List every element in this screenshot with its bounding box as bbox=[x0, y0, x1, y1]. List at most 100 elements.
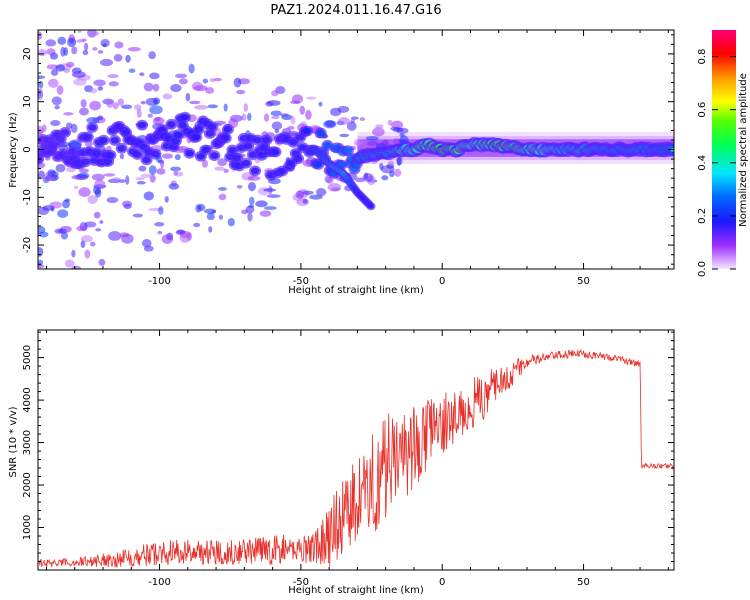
spectral-ridge-blob bbox=[223, 125, 233, 133]
spectral-noise-blob bbox=[218, 193, 227, 201]
spectral-noise-blob bbox=[128, 68, 136, 73]
spectral-noise-blob bbox=[208, 226, 213, 233]
spectral-noise-blob bbox=[305, 96, 317, 100]
spectral-noise-blob bbox=[78, 187, 91, 198]
spectral-noise-blob bbox=[193, 222, 201, 228]
snr-x-tick-label: 50 bbox=[577, 577, 590, 588]
spectral-noise-blob bbox=[80, 99, 87, 108]
spectral-noise-blob bbox=[38, 80, 44, 89]
spectrogram-x-tick-label: 50 bbox=[577, 276, 590, 287]
spectral-noise-blob bbox=[80, 235, 93, 243]
spectral-ridge-blob bbox=[241, 159, 251, 167]
spectral-noise-blob bbox=[271, 115, 280, 120]
spectral-noise-blob bbox=[138, 165, 147, 172]
spectral-noise-blob bbox=[201, 159, 208, 168]
spectral-noise-blob bbox=[140, 100, 146, 105]
spectral-noise-blob bbox=[76, 225, 88, 232]
spectral-ridge-blob bbox=[92, 150, 101, 157]
spectral-noise-blob bbox=[34, 274, 44, 283]
spectral-noise-blob bbox=[59, 225, 72, 233]
spectral-noise-blob bbox=[97, 86, 104, 91]
spectral-noise-blob bbox=[135, 177, 145, 181]
spectral-noise-blob bbox=[64, 259, 75, 268]
spectral-noise-blob bbox=[197, 203, 206, 212]
spectral-noise-blob bbox=[117, 98, 124, 106]
spectral-noise-blob bbox=[259, 210, 272, 217]
spectral-noise-blob bbox=[38, 91, 43, 101]
spectral-noise-blob bbox=[158, 206, 164, 215]
colorbar-tick-label: 0.2 bbox=[697, 208, 708, 224]
spectral-noise-blob bbox=[54, 105, 60, 110]
spectral-noise-blob bbox=[71, 265, 82, 269]
spectral-noise-blob bbox=[205, 87, 215, 94]
spectral-noise-blob bbox=[60, 46, 66, 57]
spectral-noise-blob bbox=[64, 198, 71, 203]
spectral-noise-blob bbox=[88, 87, 98, 94]
spectral-noise-blob bbox=[154, 222, 165, 227]
spectral-noise-blob bbox=[90, 31, 100, 36]
spectral-noise-blob bbox=[263, 188, 277, 192]
spectral-noise-blob bbox=[44, 171, 53, 182]
spectral-noise-blob bbox=[179, 232, 191, 243]
spectral-noise-blob bbox=[92, 47, 98, 51]
spectral-noise-blob bbox=[241, 113, 247, 121]
spectral-noise-blob bbox=[326, 177, 334, 184]
spectral-ridge-blob bbox=[88, 124, 97, 131]
spectral-noise-blob bbox=[213, 77, 222, 82]
spectral-noise-blob bbox=[46, 64, 59, 70]
spectral-ridge-blob bbox=[110, 137, 120, 144]
spectral-noise-blob bbox=[111, 177, 122, 184]
spectral-noise-blob bbox=[84, 249, 91, 259]
spectral-noise-blob bbox=[143, 245, 154, 252]
spectral-noise-blob bbox=[141, 239, 152, 248]
spectrogram-y-tick-label: 10 bbox=[22, 95, 33, 108]
spectral-noise-blob bbox=[87, 195, 98, 204]
spectral-ridge-blob bbox=[207, 123, 217, 131]
spectral-noise-blob bbox=[51, 96, 62, 106]
spectral-ridge-blob bbox=[180, 113, 190, 121]
spectral-noise-blob bbox=[164, 196, 169, 203]
spectral-ridge-blob bbox=[133, 151, 142, 158]
spectral-noise-blob bbox=[396, 156, 402, 166]
spectral-noise-blob bbox=[80, 240, 86, 249]
spectral-ridge-blob bbox=[83, 133, 92, 141]
spectral-noise-blob bbox=[103, 173, 116, 177]
spectral-noise-blob bbox=[38, 125, 45, 134]
spectral-ridge-blob bbox=[137, 121, 147, 129]
spectral-noise-blob bbox=[391, 120, 404, 129]
spectral-noise-blob bbox=[299, 105, 306, 115]
spectral-noise-blob bbox=[136, 180, 146, 185]
snr-series-line bbox=[38, 348, 674, 569]
spectral-noise-blob bbox=[48, 78, 59, 88]
spectral-noise-blob bbox=[38, 170, 45, 180]
spectral-noise-blob bbox=[140, 173, 153, 178]
spectral-noise-blob bbox=[178, 78, 188, 85]
spectral-noise-blob bbox=[65, 61, 75, 68]
spectral-noise-blob bbox=[125, 54, 131, 63]
spectral-noise-blob bbox=[42, 25, 51, 29]
spectral-noise-blob bbox=[107, 74, 119, 79]
spectral-noise-blob bbox=[113, 53, 123, 62]
spectral-noise-blob bbox=[63, 68, 70, 74]
spectral-noise-blob bbox=[57, 209, 69, 218]
spectral-ridge-blob bbox=[314, 161, 323, 168]
spectral-ridge-blob bbox=[192, 133, 201, 141]
spectral-noise-blob bbox=[393, 168, 402, 177]
spectral-noise-blob bbox=[355, 141, 364, 145]
spectral-noise-blob bbox=[73, 78, 87, 86]
spectral-ridge-blob bbox=[151, 150, 160, 158]
spectral-noise-blob bbox=[38, 206, 49, 216]
spectral-noise-blob bbox=[145, 97, 159, 106]
spectral-noise-blob bbox=[168, 183, 180, 190]
spectral-noise-blob bbox=[202, 78, 209, 84]
spectral-noise-blob bbox=[233, 77, 242, 88]
spectral-noise-blob bbox=[55, 64, 66, 72]
spectrogram-y-tick-label: 20 bbox=[22, 48, 33, 61]
snr-y-tick-label: 3000 bbox=[22, 430, 33, 455]
spectral-noise-blob bbox=[143, 191, 154, 201]
spectrogram-y-tick-label: 0 bbox=[22, 146, 33, 152]
spectral-noise-blob bbox=[56, 85, 64, 95]
spectral-noise-blob bbox=[86, 116, 100, 124]
spectral-ridge-blob bbox=[271, 148, 280, 156]
spectral-noise-blob bbox=[154, 116, 161, 122]
